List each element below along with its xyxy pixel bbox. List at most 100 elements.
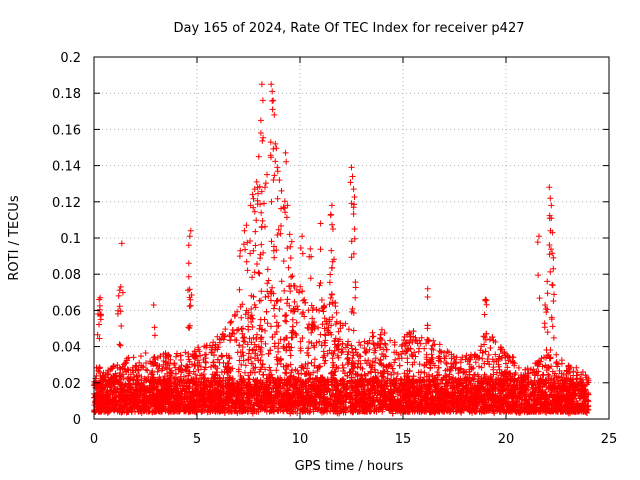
data-point [583,374,590,381]
data-point [301,296,308,303]
data-point [325,324,332,331]
data-point [242,311,249,318]
data-point [361,371,368,378]
data-point [311,319,317,326]
data-point [326,301,333,308]
data-point [553,351,560,358]
data-point [317,331,324,338]
data-point [251,301,258,308]
data-point [340,364,347,371]
data-point [120,371,127,378]
data-point [349,345,355,352]
data-point [308,329,315,336]
data-point [264,320,271,327]
data-point [391,359,398,366]
data-point [238,314,245,321]
data-point [400,337,407,344]
data-point [297,338,304,345]
data-point [239,344,246,350]
data-point [387,337,394,344]
data-point [443,359,450,366]
data-point [291,298,298,305]
data-point [244,341,251,348]
data-point [268,323,274,330]
data-point [306,321,312,328]
data-point [272,331,278,338]
data-point [271,313,278,320]
data-point [394,371,401,377]
data-point [281,287,288,294]
data-point [275,340,282,347]
data-point [451,356,458,362]
data-point [257,322,264,329]
data-point [384,370,391,377]
data-point [306,339,312,345]
chart-title: Day 165 of 2024, Rate Of TEC Index for r… [174,21,525,36]
data-point [311,356,318,363]
data-point [381,368,388,375]
data-point [178,362,185,369]
data-point [504,364,511,371]
data-point [133,363,140,370]
data-point [539,363,546,370]
data-point [574,369,581,376]
data-point [481,334,488,341]
data-point [283,318,290,325]
data-point [172,364,179,371]
data-point [555,373,562,380]
data-point [135,367,141,374]
data-point [531,377,538,384]
data-point [293,319,300,326]
data-point [321,315,328,322]
data-point [316,338,323,345]
data-point [515,364,522,371]
data-point [154,368,161,375]
data-point [361,338,368,345]
data-point [395,351,402,358]
data-point [262,340,269,347]
data-point [305,307,312,314]
data-point [239,330,246,337]
data-point [357,342,364,349]
data-point [378,326,385,333]
data-point [264,280,271,287]
data-point [271,343,278,350]
data-point [256,325,263,332]
data-point [222,363,229,370]
data-point [267,367,274,374]
data-point [333,309,340,316]
data-point [173,353,179,360]
data-point [245,323,252,330]
data-point [242,362,249,369]
data-point [276,306,283,312]
data-point [399,341,406,348]
data-point [421,345,428,352]
data-point [268,371,275,378]
data-point [266,364,273,371]
data-points [91,81,592,417]
data-point [339,348,346,355]
data-point [201,366,208,373]
data-point [246,335,253,342]
data-point [258,297,264,304]
data-point [262,327,268,334]
data-point [333,318,340,325]
data-point [248,305,255,312]
data-point [192,371,199,378]
data-point [416,345,423,352]
data-point [364,340,371,347]
data-point [502,360,509,367]
data-point [331,347,338,354]
data-point [274,323,280,330]
data-point [147,358,153,365]
data-point [269,284,276,291]
grid-lines [94,57,609,419]
data-point [479,355,486,362]
data-point [362,349,369,356]
data-point [264,288,271,295]
data-point [476,363,482,370]
data-point [327,295,334,301]
data-point [418,368,425,375]
data-point [466,371,473,378]
